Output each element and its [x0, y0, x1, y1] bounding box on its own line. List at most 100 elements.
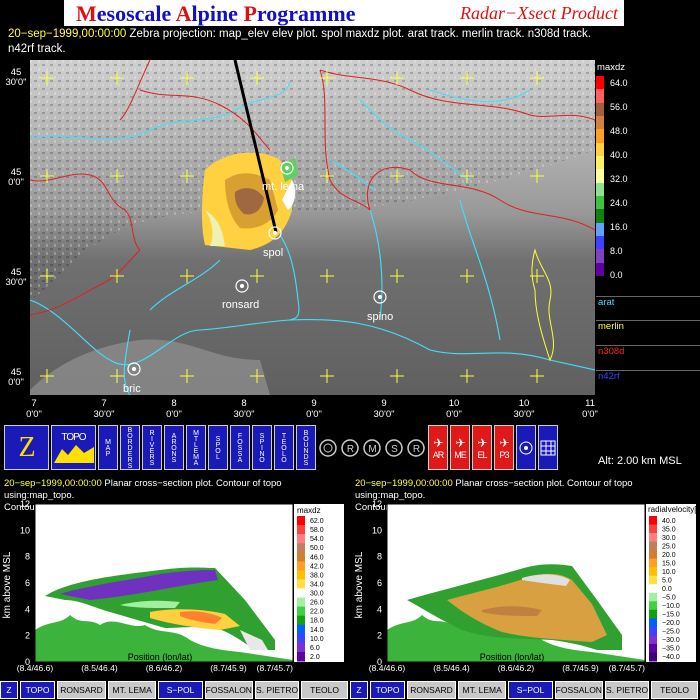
colorbar-swatch [649, 567, 657, 577]
colorbar-tick: −5.0 [662, 595, 676, 602]
colorbar-tick: 38.0 [310, 572, 324, 579]
track-n308d[interactable]: n308d [596, 345, 700, 367]
colorbar-swatch [596, 169, 604, 184]
rivers-button[interactable]: RIVERS [142, 425, 162, 470]
bottom-button-topo[interactable]: TOPO [369, 681, 406, 699]
bottom-button-ronsard[interactable]: RONSARD [407, 681, 456, 699]
colorbar-swatch [596, 236, 604, 250]
y-tick-label: 8 [25, 552, 30, 562]
bottom-button-mt-lema[interactable]: MT. LEMA [457, 681, 507, 699]
track-arat[interactable]: arat [596, 296, 700, 318]
colorbar-swatch [649, 592, 657, 602]
bottom-button-fossalon[interactable]: FOSSALON [204, 681, 253, 699]
bottom-button-teolo[interactable]: TEOLO [301, 681, 348, 699]
xsect-plot-right[interactable]: km above MSL Position (lon/lat) 0 2 4 6 8 10 1… [352, 500, 700, 678]
borders-button[interactable]: BORDERS [120, 425, 140, 470]
echo-white [240, 630, 268, 650]
colorbar-swatch [297, 597, 305, 608]
grid-icon [540, 440, 556, 455]
title-rest-2: lpine [191, 1, 244, 26]
bounds-button[interactable]: BOUNDS [296, 425, 316, 470]
radar-s-button[interactable]: S [384, 425, 404, 470]
zebra-logo-button[interactable]: Z [4, 425, 49, 470]
spino-button[interactable]: SPINO [252, 425, 272, 470]
topo-button[interactable]: TOPO [51, 425, 96, 470]
rivers [30, 81, 595, 395]
colorbar-tick: −35.0 [662, 646, 680, 653]
bottom-button-s-pol[interactable]: S−POL [508, 681, 553, 699]
bottom-button-mt-lema[interactable]: MT. LEMA [107, 681, 157, 699]
colorbar-swatch [649, 550, 657, 560]
mountain-icon [53, 445, 94, 463]
x-ticks: (8.4/46.6) (8.5/46.4) (8.6/46.2) (8.7/45.9)… [17, 663, 293, 673]
bottom-button-ronsard[interactable]: RONSARD [57, 681, 106, 699]
colorbar: 40.035.030.025.020.015.010.05.00.0−5.0−1… [649, 516, 680, 662]
colorbar-swatch [596, 196, 604, 210]
fossalon-button[interactable]: FOSSA [230, 425, 250, 470]
ring-button[interactable] [318, 425, 338, 470]
arat-aircraft-button[interactable]: ✈ AR [428, 425, 448, 470]
xsect-caption-line1: Planar cross−section plot. Contour of to… [355, 478, 633, 501]
xsect-plot-left[interactable]: km above MSL Position (lon/lat) 0 2 4 6 8 10 1… [0, 500, 345, 678]
bottom-button-s-pietro[interactable]: S. PIETRO [254, 681, 300, 699]
r-circle-icon: R [341, 438, 359, 457]
radar-m-button[interactable]: M [362, 425, 382, 470]
bottom-button-s-pietro[interactable]: S. PIETRO [604, 681, 650, 699]
colorbar-tick: 22.0 [310, 609, 324, 616]
point-button[interactable] [516, 425, 536, 470]
colorbar-swatch [297, 516, 305, 526]
site-label-spino: spino [367, 311, 393, 323]
echo-orange [180, 611, 222, 624]
colorbar-title: maxdz [597, 62, 625, 73]
bottom-button-z[interactable]: Z [0, 681, 18, 699]
spol-button[interactable]: SPOL [208, 425, 228, 470]
y-tick-label: 8 [377, 552, 382, 562]
n42rf-aircraft-button[interactable]: ✈ P3 [494, 425, 514, 470]
lon-deg: 9 [311, 398, 317, 409]
colorbar-tick: 64.0 [610, 78, 628, 88]
teolo-button[interactable]: TEOLO [274, 425, 294, 470]
map-button[interactable]: MAP [98, 425, 118, 470]
lon-min: 0'0" [26, 409, 42, 420]
track-n42rf[interactable]: n42rf [596, 370, 700, 392]
site-label-bric: bric [123, 383, 141, 395]
colorbar-title: maxdz [297, 506, 321, 515]
colorbar-tick: −25.0 [662, 629, 680, 636]
bottom-button-teolo[interactable]: TEOLO [651, 681, 698, 699]
lat-min: 30'0" [5, 77, 27, 88]
bottom-button-s-pol[interactable]: S−POL [158, 681, 203, 699]
radar-map[interactable]: spol mt. lema ronsard spino bric [30, 60, 595, 395]
ronsard-button[interactable]: ARONS [164, 425, 184, 470]
programme-title: Mesoscale Alpine Programme [76, 1, 355, 27]
mtlema-button[interactable]: MTLEMA [186, 425, 206, 470]
colorbar-tick: 30.0 [662, 535, 676, 542]
echo-lightgreen [120, 600, 180, 608]
bottom-button-topo[interactable]: TOPO [19, 681, 56, 699]
n308d-aircraft-button[interactable]: ✈ EL [472, 425, 492, 470]
bottom-button-fossalon[interactable]: FOSSALON [554, 681, 603, 699]
merlin-aircraft-button[interactable]: ✈ ME [450, 425, 470, 470]
plot-header: 20−sep−1999,00:00:00 Zebra projection: m… [8, 27, 698, 57]
radar-r-button[interactable]: R [340, 425, 360, 470]
colorbar-tick: 58.0 [310, 527, 324, 534]
colorbar-swatch [649, 643, 657, 653]
radar-r2-button[interactable]: R [406, 425, 426, 470]
lon-label-1: 7 0'0" [14, 398, 54, 420]
lon-min: 0'0" [582, 409, 598, 420]
xsect-line[interactable] [233, 60, 278, 233]
y-tick-label: 10 [372, 525, 382, 535]
y-axis-label: km above MSL [354, 551, 365, 618]
colorbar-tick: 2.0 [310, 654, 320, 661]
bottom-button-z[interactable]: Z [350, 681, 368, 699]
track-merlin[interactable]: merlin [596, 320, 700, 342]
colorbar-tick: 10.0 [310, 636, 324, 643]
colorbar-tick: 26.0 [310, 600, 324, 607]
header-text: Zebra projection: map_elev elev plot. sp… [126, 28, 592, 40]
x-tick-label: (8.7/45.7) [257, 663, 294, 673]
lat-min: 30'0" [5, 277, 27, 288]
grid-button[interactable] [538, 425, 558, 470]
y-axis-label: km above MSL [2, 551, 13, 618]
colorbar-tick: 0.0 [610, 270, 623, 280]
grid-crosses [40, 71, 544, 383]
borders [30, 60, 595, 316]
